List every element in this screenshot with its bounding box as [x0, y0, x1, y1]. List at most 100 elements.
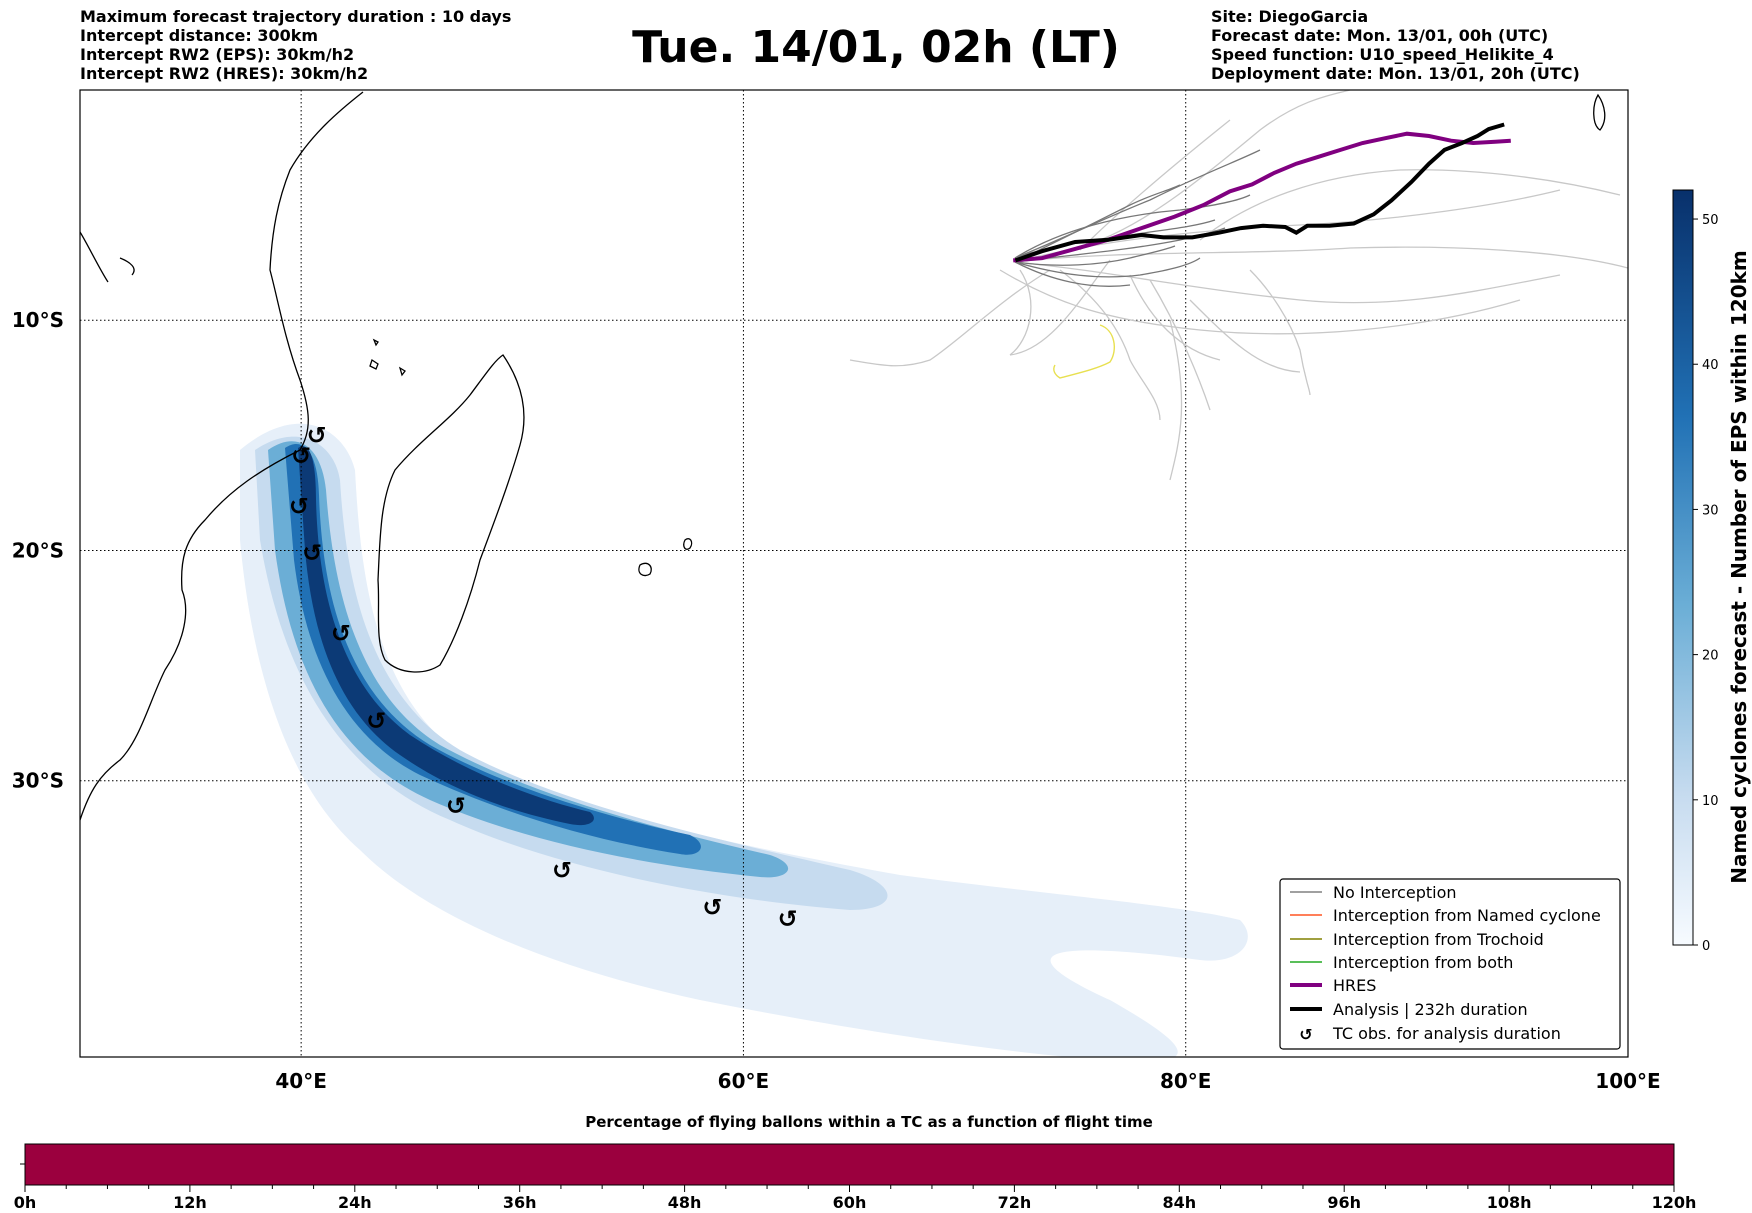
- tc-obs-marker: ↺: [331, 619, 351, 647]
- hour-tick-label: 0h: [14, 1193, 37, 1212]
- colorbar-tick-label: 50: [1702, 213, 1719, 228]
- header-left-line-4: Intercept RW2 (HRES): 30km/h2: [80, 64, 369, 83]
- hour-tick-label: 24h: [338, 1193, 372, 1212]
- eps-trajectory-light: [1014, 246, 1628, 269]
- eps-trajectory-light: [999, 269, 1521, 335]
- eps-trajectory-mid: [1014, 245, 1176, 266]
- legend: No Interception Interception from Named …: [1279, 878, 1621, 1050]
- sri-lanka-island: [1593, 93, 1606, 131]
- eps-trajectory-light: [1199, 169, 1621, 241]
- colorbar-label: Named cyclones forecast - Number of EPS …: [1727, 250, 1751, 884]
- x-tick-label: 60°E: [718, 1069, 770, 1093]
- legend-label-no-interception: No Interception: [1333, 883, 1457, 902]
- hour-tick-label: 108h: [1487, 1193, 1532, 1212]
- map-frame: [79, 89, 1629, 1058]
- eps-trajectory-light: [1079, 119, 1231, 251]
- tc-obs-marker: ↺: [302, 539, 322, 567]
- x-tick-labels: 40°E 60°E 80°E 100°E: [275, 1069, 1660, 1093]
- horizontal-colorbar-title: Percentage of flying ballons within a TC…: [585, 1113, 1153, 1131]
- tc-obs-marker: ↺: [366, 707, 386, 735]
- tc-obs-marker: ↺: [446, 792, 466, 820]
- africa-coastline: [80, 91, 364, 821]
- header-right: Site: DiegoGarcia Forecast date: Mon. 13…: [1211, 7, 1580, 83]
- header-left-line-3: Intercept RW2 (EPS): 30km/h2: [80, 45, 355, 64]
- hres-track: [1013, 131, 1511, 263]
- page-title: Tue. 14/01, 02h (LT): [632, 22, 1120, 73]
- tc-obs-marker: ↺: [307, 421, 327, 449]
- legend-box: [1279, 878, 1621, 1050]
- eps-trajectory-light: [1014, 261, 1561, 304]
- arabian-coast: [80, 231, 135, 283]
- interception-trajectory: [1053, 324, 1116, 379]
- eps-trajectory-mid: [1014, 194, 1251, 259]
- colorbar-tick-label: 40: [1702, 358, 1719, 373]
- tc-obs-markers: ↺↺↺↺↺↺↺↺↺ ↺: [289, 421, 798, 932]
- eps-density-plume: [240, 423, 1248, 1057]
- analysis-track: [1014, 122, 1505, 263]
- y-tick-label: 20°S: [12, 538, 64, 562]
- coastlines: [80, 91, 1606, 821]
- x-tick-label: 80°E: [1160, 1069, 1212, 1093]
- colorbar-tick-label: 10: [1702, 794, 1719, 809]
- colorbar-ticks: 0 10 20 30 40 50: [1693, 213, 1719, 954]
- density-band-2: [255, 436, 888, 910]
- hour-tick-label: 48h: [668, 1193, 702, 1212]
- eps-trajectory-light: [1014, 189, 1561, 263]
- hour-tick-label: 120h: [1652, 1193, 1697, 1212]
- header-left: Maximum forecast trajectory duration : 1…: [80, 7, 511, 83]
- header-right-line-3: Speed function: U10_speed_Helikite_4: [1211, 45, 1554, 64]
- eps-trajectory-light: [1009, 259, 1111, 356]
- header-left-line-2: Intercept distance: 300km: [80, 26, 319, 45]
- legend-label-analysis: Analysis | 232h duration: [1333, 1000, 1528, 1019]
- tc-obs-marker: ↺: [702, 893, 722, 921]
- eps-trajectory-light: [1099, 90, 1351, 241]
- header-right-line-4: Deployment date: Mon. 13/01, 20h (UTC): [1211, 64, 1580, 83]
- x-tick-label: 100°E: [1595, 1069, 1660, 1093]
- mauritius-island: [683, 538, 693, 550]
- hour-tick-label: 60h: [833, 1193, 867, 1212]
- hour-tick-label: 36h: [503, 1193, 537, 1212]
- hour-tick-label: 12h: [173, 1193, 207, 1212]
- horizontal-colorbar-ticks: 0h 12h 24h 36h 48h 60h 72h 84h 96h 108h 120h: [14, 1185, 1697, 1212]
- tc-obs-marker: ↺: [291, 442, 311, 470]
- colorbar-fill: [24, 1143, 1675, 1186]
- reunion-island: [638, 562, 652, 577]
- legend-label-hres: HRES: [1333, 976, 1376, 995]
- eps-trajectory-mid: [1014, 261, 1131, 287]
- gridlines: [80, 90, 1628, 1057]
- eps-trajectory-light: [1169, 319, 1183, 481]
- colorbar-gradient: [1672, 189, 1694, 946]
- legend-label-trochoid: Interception from Trochoid: [1333, 930, 1544, 949]
- y-tick-labels: 10°S 20°S 30°S: [12, 308, 64, 792]
- header-right-line-1: Site: DiegoGarcia: [1211, 7, 1369, 26]
- comoros-islands: [369, 338, 406, 377]
- eps-trajectory-light: [1249, 269, 1311, 396]
- eps-trajectory-mid: [1014, 257, 1201, 278]
- eps-trajectory-light: [1189, 299, 1301, 373]
- density-band-4: [285, 444, 701, 855]
- eps-trajectory-mid: [1014, 149, 1261, 259]
- vertical-colorbar: 0 10 20 30 40 50 Named cyclones forecast - Nu…: [1672, 189, 1751, 954]
- madagascar-coastline: [377, 354, 525, 673]
- density-band-outer: [240, 423, 1248, 1057]
- y-tick-label: 10°S: [12, 308, 64, 332]
- tc-obs-marker: ↺: [778, 905, 798, 933]
- header-left-line-1: Maximum forecast trajectory duration : 1…: [80, 7, 512, 26]
- eps-trajectory-light: [1009, 269, 1032, 356]
- legend-label-named-cyclone: Interception from Named cyclone: [1333, 906, 1601, 925]
- hour-tick-label: 84h: [1162, 1193, 1196, 1212]
- colorbar-tick-label: 30: [1702, 503, 1719, 518]
- density-band-3: [268, 441, 789, 878]
- horizontal-colorbar: Percentage of flying ballons within a TC…: [14, 1113, 1697, 1212]
- eps-trajectory-light: [1059, 269, 1161, 421]
- x-tick-label: 40°E: [275, 1069, 327, 1093]
- colorbar-tick-label: 0: [1702, 939, 1710, 954]
- y-tick-label: 30°S: [12, 769, 64, 793]
- header-right-line-2: Forecast date: Mon. 13/01, 00h (UTC): [1211, 26, 1549, 45]
- density-band-core: [298, 446, 594, 826]
- tc-obs-symbol-icon: ↺: [1299, 1025, 1312, 1044]
- eps-trajectory-light: [849, 269, 1051, 367]
- tc-obs-marker: ↺: [289, 493, 309, 521]
- hour-tick-label: 96h: [1327, 1193, 1361, 1212]
